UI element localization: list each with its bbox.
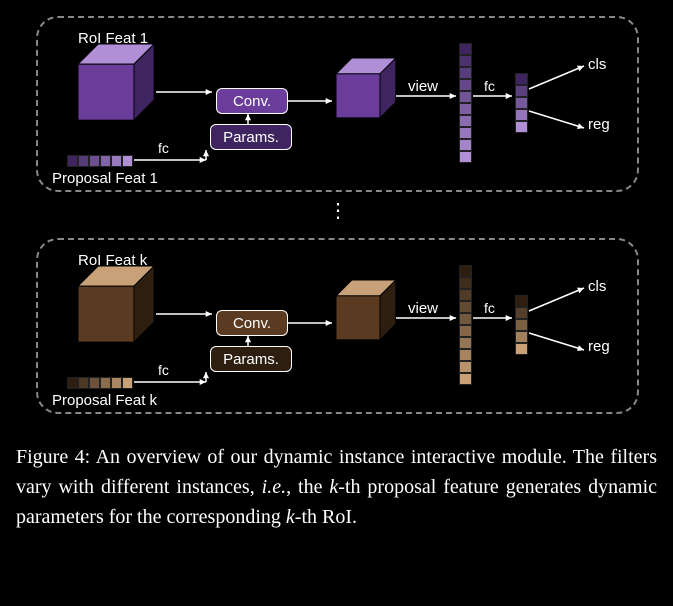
caption-fig-label: Figure 4: — [16, 446, 90, 468]
arrow-conv-out-2 — [280, 315, 340, 331]
arrow-reg-1 — [521, 103, 592, 136]
arrow-reg-2 — [521, 325, 592, 358]
vertical-dots: ⋮ — [328, 198, 350, 223]
caption-text-2: , the — [286, 476, 329, 498]
caption-text-4: -th RoI. — [295, 506, 357, 528]
arrow-roi-conv-2 — [148, 306, 220, 322]
proposal-label-1: Proposal Feat 1 — [52, 170, 158, 187]
roi-cube-2 — [78, 266, 156, 344]
arrow-cls-2 — [521, 280, 592, 319]
caption-k2: k — [286, 506, 295, 528]
arrow-view-fc-1 — [465, 88, 520, 104]
arrow-roi-conv-1 — [148, 84, 220, 100]
arrow-fc-params-v-2 — [198, 364, 214, 390]
arrow-fc-params-v-1 — [198, 142, 214, 168]
caption-k1: k — [329, 476, 338, 498]
proposal-strip-2 — [66, 376, 134, 390]
arrow-cls-1 — [521, 58, 592, 97]
arrow-params-conv-2 — [240, 328, 256, 354]
arrow-conv-out-1 — [280, 93, 340, 109]
proposal-strip-1 — [66, 154, 134, 168]
caption-ie: i.e. — [262, 476, 286, 498]
arrow-params-conv-1 — [240, 106, 256, 132]
arrow-out-view-2 — [388, 310, 464, 326]
roi-cube-1 — [78, 44, 156, 122]
arrow-out-view-1 — [388, 88, 464, 104]
figure-caption: Figure 4: An overview of our dynamic ins… — [16, 442, 657, 532]
proposal-label-2: Proposal Feat k — [52, 392, 157, 409]
arrow-view-fc-2 — [465, 310, 520, 326]
